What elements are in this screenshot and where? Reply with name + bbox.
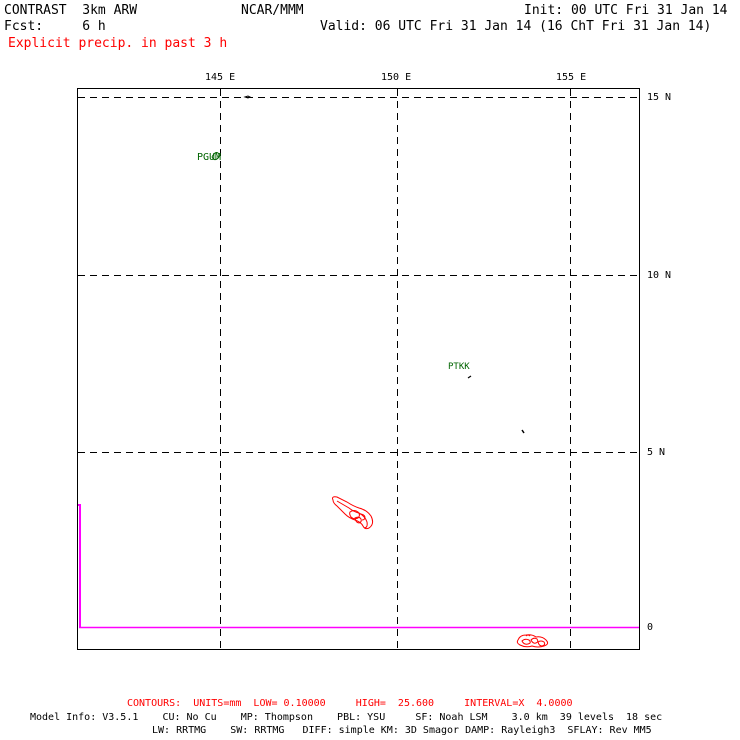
lat-label-10n: 10 N — [647, 270, 672, 281]
forecast-hour: Fcst: 6 h — [4, 19, 106, 34]
lat-label-0: 0 — [647, 622, 654, 633]
model-info-line2: LW: RRTMG SW: RRTMG DIFF: simple KM: 3D … — [152, 725, 652, 736]
lat-label-15n: 15 N — [647, 92, 672, 103]
guam-coastline — [211, 152, 220, 161]
island-outline — [521, 429, 525, 434]
map-frame — [77, 88, 640, 650]
init-time: Init: 00 UTC Fri 31 Jan 14 — [524, 3, 728, 18]
field-title: Explicit precip. in past 3 h — [8, 36, 228, 51]
lon-label-150: 150 E — [381, 72, 412, 83]
domain-boundary — [78, 504, 81, 627]
station-label-ptkk: PTKK — [448, 362, 470, 372]
lat-label-5n: 5 N — [647, 447, 666, 458]
lon-label-155: 155 E — [556, 72, 587, 83]
valid-time: Valid: 06 UTC Fri 31 Jan 14 (16 ChT Fri … — [320, 19, 712, 34]
model-info-line1: Model Info: V3.5.1 CU: No Cu MP: Thompso… — [30, 712, 663, 723]
contour-info: CONTOURS: UNITS=mm LOW= 0.10000 HIGH= 25… — [127, 698, 573, 709]
island-outline — [467, 375, 472, 379]
precip-contours — [332, 496, 549, 648]
model-title: CONTRAST 3km ARW — [4, 3, 138, 18]
lon-label-145: 145 E — [205, 72, 236, 83]
center-label: NCAR/MMM — [241, 3, 304, 18]
island-outline — [243, 95, 252, 99]
station-label-pgum: PGUM — [197, 152, 222, 163]
